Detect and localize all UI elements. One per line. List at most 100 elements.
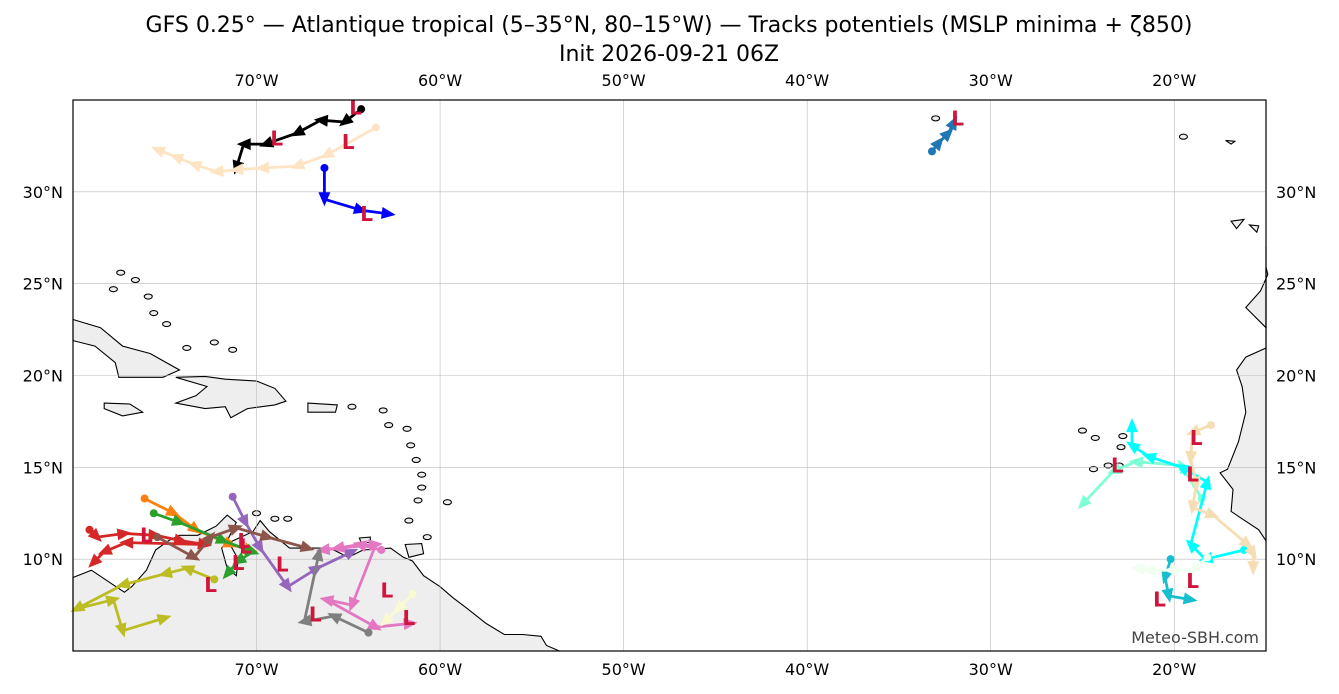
track-start-dot (371, 123, 380, 132)
track-arrow (352, 540, 368, 553)
lon-tick-label: 50°W (602, 71, 646, 90)
track-arrow (88, 553, 103, 568)
lat-tick-label: 10°N (1276, 550, 1316, 569)
lon-tick-label: 30°W (969, 71, 1013, 90)
track-18 (1130, 553, 1212, 577)
track-arrow (330, 541, 346, 553)
islet (1118, 433, 1128, 440)
low-marker: L (239, 534, 252, 558)
track-4 (927, 115, 958, 156)
track-arrow (1247, 561, 1260, 576)
track-arrow (1199, 475, 1212, 491)
islet (1088, 466, 1099, 473)
map-title-line2: Init 2026-09-21 06Z (559, 42, 779, 67)
lon-tick-label: 20°W (1152, 660, 1196, 679)
islet (411, 456, 421, 464)
low-marker: L (342, 130, 355, 154)
lon-tick-label: 50°W (602, 660, 646, 679)
track-start-dot (1239, 545, 1248, 554)
track-arrow (278, 577, 292, 593)
track-arrow (318, 192, 331, 207)
track-17 (1185, 421, 1260, 576)
low-marker: L (1186, 463, 1199, 487)
islet (406, 442, 416, 449)
track-arrow (119, 536, 134, 549)
track-13 (380, 590, 417, 627)
low-marker: L (140, 523, 153, 547)
track-arrow (1188, 475, 1201, 491)
madeira (1225, 139, 1237, 145)
lon-tick-label: 60°W (418, 71, 462, 90)
track-arrow (343, 548, 359, 561)
islet (413, 497, 423, 504)
track-arrow (236, 138, 251, 151)
islet (209, 339, 219, 346)
islet (270, 515, 280, 522)
track-11 (297, 546, 373, 637)
track-arrow (299, 540, 315, 553)
lat-tick-label: 15°N (23, 458, 63, 477)
lon-tick-label: 70°W (234, 660, 278, 679)
track-arrow (290, 124, 306, 137)
lon-tick-label: 40°W (785, 71, 829, 90)
track-arrow (1238, 535, 1253, 550)
track-arrow (255, 161, 270, 174)
islet (378, 407, 388, 414)
track-start-dot (149, 509, 158, 518)
track-arrow (227, 524, 243, 536)
low-marker: L (360, 202, 373, 226)
puerto-rico (307, 402, 338, 413)
track-start-dot (377, 545, 386, 554)
track-arrow (1186, 424, 1202, 436)
track-arrow (380, 612, 395, 627)
track-arrow (368, 539, 383, 552)
track-arrow (1182, 592, 1198, 605)
track-start-dot (408, 590, 417, 599)
track-arrow (259, 136, 275, 148)
track-arrow (1141, 452, 1158, 465)
track-arrow (97, 543, 113, 555)
track-arrow (1204, 507, 1220, 519)
low-marker: L (380, 578, 393, 602)
track-arrow (930, 136, 944, 152)
track-6 (149, 509, 260, 580)
track-start-dot (364, 628, 373, 637)
track-arrow (348, 596, 361, 612)
islet (182, 344, 192, 352)
track-arrow (232, 552, 248, 565)
credit-label: Meteo-SBH.com (1131, 628, 1259, 647)
track-arrow (185, 548, 201, 561)
track-arrow (251, 539, 264, 555)
track-arrow (105, 595, 121, 608)
track-3 (318, 163, 396, 219)
track-arrow (1161, 587, 1174, 603)
track-arrow (209, 164, 224, 177)
track-arrow (180, 565, 196, 577)
low-marker: L (1153, 588, 1166, 612)
track-arrow (1077, 494, 1092, 510)
map-title-line1: GFS 0.25° — Atlantique tropical (5–35°N,… (146, 13, 1193, 38)
plot-frame (72, 99, 1267, 652)
islet (1077, 427, 1088, 434)
track-arrow (70, 600, 86, 613)
low-marker: L (349, 95, 362, 119)
track-arrow (169, 153, 185, 166)
lat-tick-label: 30°N (1276, 183, 1316, 202)
track-arrow (187, 160, 203, 173)
islet (417, 484, 427, 491)
track-arrow (339, 112, 354, 127)
track-arrow (173, 533, 189, 546)
track-arrow (164, 504, 181, 517)
trinidad (404, 543, 425, 558)
lon-tick-label: 70°W (234, 71, 278, 90)
cuba (72, 318, 181, 378)
track-arrow (158, 566, 174, 579)
track-arrow (1185, 450, 1198, 466)
track-arrow (313, 114, 329, 127)
track-12 (70, 565, 219, 638)
track-start-dot (153, 533, 162, 542)
islet (404, 517, 414, 524)
lat-tick-label: 10°N (23, 550, 63, 569)
